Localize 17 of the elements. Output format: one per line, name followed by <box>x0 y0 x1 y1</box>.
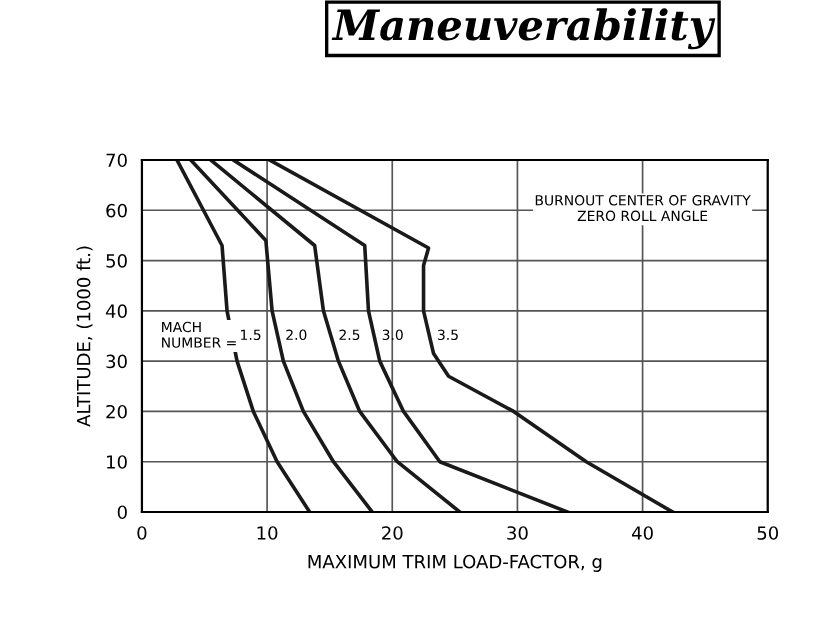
x-tick-label: 40 <box>631 526 653 540</box>
x-axis-title: MAXIMUM TRIM LOAD-FACTOR, g <box>308 554 602 572</box>
x-tick-label: 10 <box>257 526 278 540</box>
x-tick-label: 50 <box>757 526 779 540</box>
y-axis-title: ALTITUDE, (1000 ft.) <box>76 246 93 427</box>
x-tick-label: 30 <box>507 526 528 540</box>
y-tick-label: 70 <box>106 153 127 168</box>
y-tick-label: 50 <box>106 254 127 268</box>
chart-title: Maneuverability <box>331 8 716 50</box>
x-tick-label: 0 <box>137 526 147 540</box>
y-tick-label: 40 <box>105 304 127 318</box>
y-tick-label: 60 <box>106 203 127 218</box>
y-tick-label: 20 <box>106 404 127 419</box>
y-tick-label: 10 <box>107 455 127 469</box>
x-tick-label: 20 <box>382 526 403 540</box>
y-tick-label: 30 <box>106 354 127 369</box>
y-tick-label: 0 <box>117 505 127 520</box>
